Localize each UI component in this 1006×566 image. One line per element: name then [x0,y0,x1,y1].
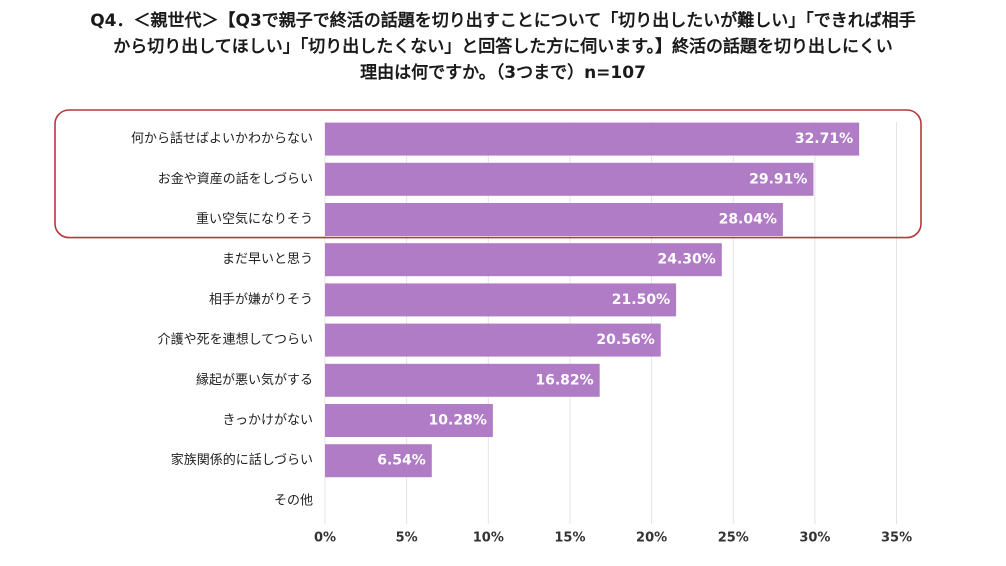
category-label-4: 相手が嫌がりそう [209,292,313,307]
category-label-2: 重い空気になりそう [196,211,313,227]
value-label-4: 21.50% [612,292,670,308]
x-tick-label-0: 0% [314,531,336,546]
bar-5 [325,323,661,357]
bar-7 [325,404,493,437]
title-line-1: Q4．＜親世代＞【Q3で親子で終活の話題を切り出すことについて「切り出したいが難… [90,11,916,31]
value-label-7: 10.28% [429,413,487,429]
bar-1 [325,162,814,196]
title-line-3: 理由は何ですか。（3つまで）n=107 [360,63,646,83]
bar-6 [325,363,600,397]
x-tick-label-6: 30% [799,531,830,546]
value-label-6: 16.82% [535,372,593,388]
title-line-2: から切り出してほしい」「切り出したくない」と回答した方に伺います。】終活の話題を… [113,37,893,57]
bar-3 [325,243,722,277]
bar-2 [325,203,783,236]
highlight-frame [54,109,922,239]
chart-title: Q4．＜親世代＞【Q3で親子で終活の話題を切り出すことについて「切り出したいが難… [0,8,1006,86]
bar-4 [325,283,677,317]
value-label-2: 28.04% [719,212,777,228]
x-tick-label-1: 5% [396,531,418,546]
category-label-0: 何から話せばよいかわからない [131,131,313,147]
x-tick-label-3: 15% [554,531,585,546]
category-label-6: 縁起が悪い気がする [196,372,313,388]
category-label-3: まだ早いと思う [222,252,313,267]
category-label-5: 介護や死を連想してつらい [158,332,313,348]
value-label-1: 29.91% [749,171,807,187]
category-label-1: お金や資産の話をしづらい [158,171,313,187]
x-tick-label-5: 25% [718,531,749,546]
category-label-7: きっかけがない [223,413,313,428]
bar-8 [325,444,432,478]
x-tick-label-4: 20% [636,531,667,546]
x-tick-label-7: 35% [881,531,912,546]
x-tick-label-2: 10% [473,531,504,546]
value-label-3: 24.30% [658,252,716,268]
bar-0 [325,122,860,156]
value-label-5: 20.56% [596,332,654,348]
category-label-9: その他 [274,493,313,508]
value-label-8: 6.54% [377,453,426,469]
category-label-8: 家族関係的に話しづらい [171,452,313,468]
value-label-0: 32.71% [795,131,853,147]
